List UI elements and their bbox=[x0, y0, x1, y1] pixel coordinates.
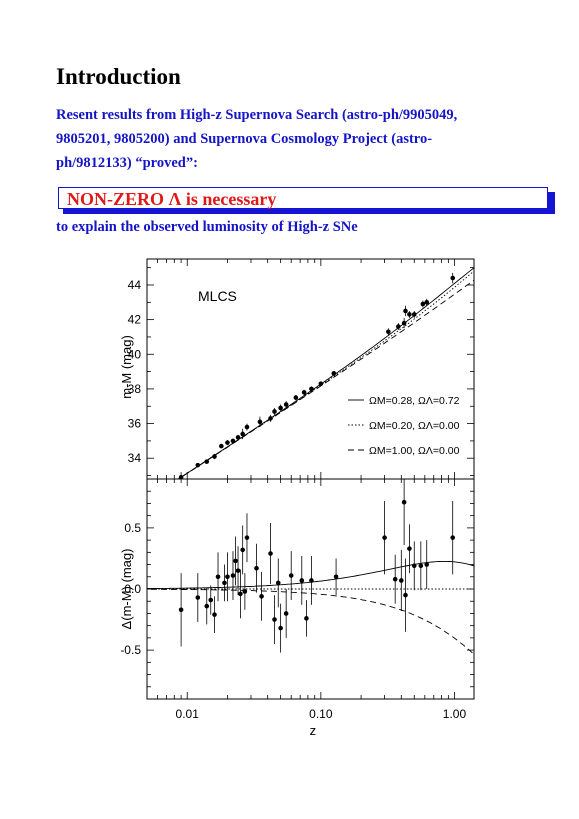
residual-data-point bbox=[178, 607, 184, 613]
sn-data-point bbox=[309, 386, 314, 392]
sn-data-point bbox=[235, 435, 241, 440]
sn-data-point bbox=[204, 459, 210, 464]
sn-data-point bbox=[424, 300, 430, 305]
y-tick-label: 0.0 bbox=[124, 582, 141, 596]
residual-data-point bbox=[392, 576, 398, 582]
x-tick-label: 0.10 bbox=[309, 707, 333, 721]
model-curve-flat-matter bbox=[177, 279, 474, 479]
residual-data-point bbox=[333, 574, 339, 580]
sn-data-point bbox=[396, 324, 401, 329]
sn-data-point bbox=[219, 443, 224, 449]
y-axis-label: Δ(m-M) (mag) bbox=[119, 549, 134, 630]
legend-label: ΩM=0.28, ΩΛ=0.72 bbox=[369, 395, 460, 407]
sn-data-point bbox=[257, 419, 263, 425]
residual-data-point bbox=[275, 580, 281, 586]
residual-data-point bbox=[242, 589, 248, 594]
model-curve-lambda-residual bbox=[147, 560, 474, 589]
sn-data-point bbox=[240, 431, 245, 437]
residual-data-point bbox=[278, 625, 283, 631]
sn-data-point bbox=[230, 438, 236, 444]
callout-box: NON-ZERO Λ is necessary bbox=[58, 187, 555, 215]
y-tick-label: 42 bbox=[128, 313, 142, 327]
sn-data-point bbox=[244, 424, 250, 430]
residual-data-point bbox=[288, 573, 294, 578]
x-tick-label: 0.01 bbox=[176, 707, 200, 721]
x-axis-label: z bbox=[310, 723, 317, 738]
sn-data-point bbox=[420, 301, 426, 307]
residual-data-point bbox=[244, 535, 250, 540]
residual-data-point bbox=[309, 578, 314, 583]
residual-data-point bbox=[233, 558, 238, 564]
sn-data-point bbox=[195, 462, 201, 468]
residual-data-point bbox=[304, 616, 309, 621]
page-heading: Introduction bbox=[56, 64, 181, 89]
sn-data-point bbox=[212, 454, 217, 459]
y-tick-label: 34 bbox=[128, 451, 142, 465]
residual-data-point bbox=[212, 612, 217, 617]
callout-continuation: to explain the observed luminosity of Hi… bbox=[56, 219, 358, 235]
sn-data-point bbox=[403, 308, 408, 314]
y-axis-label: m-M (mag) bbox=[119, 335, 134, 399]
residual-data-point bbox=[418, 563, 424, 569]
residual-data-point bbox=[259, 594, 264, 599]
residual-data-point bbox=[215, 574, 221, 580]
sn-data-point bbox=[331, 371, 337, 376]
top-panel: 34 36 38 40 42 44 m-M (mag) MLCS ΩM=0.28, ΩΛ=0.7… bbox=[119, 258, 475, 480]
bottom-panel: 0.01 0.10 1.00 z -0.5 0.0 0.5 Δ(m-M) (mag) bbox=[119, 478, 475, 738]
sn-data-point bbox=[401, 320, 407, 326]
residual-data-point bbox=[268, 551, 273, 556]
residual-data-point bbox=[450, 535, 456, 540]
sn-data-point bbox=[450, 275, 456, 281]
sn-data-point bbox=[272, 409, 277, 414]
legend-label: ΩM=1.00, ΩΛ=0.00 bbox=[369, 445, 460, 457]
callout-text: NON-ZERO Λ is necessary bbox=[67, 189, 277, 209]
residual-data-point bbox=[222, 580, 227, 586]
mlcs-annotation: MLCS bbox=[198, 288, 237, 304]
sn-data-point bbox=[268, 416, 273, 421]
sn-data-point bbox=[386, 329, 391, 335]
residual-data-point bbox=[401, 499, 407, 505]
residual-data-point bbox=[403, 592, 408, 598]
sn-data-point bbox=[283, 402, 289, 407]
residual-data-point bbox=[225, 574, 230, 580]
intro-paragraph: Resent results from High-z Supernova Sea… bbox=[56, 107, 458, 171]
residual-data-point bbox=[398, 578, 404, 583]
x-tick-label: 1.00 bbox=[443, 707, 467, 721]
residual-data-point bbox=[238, 591, 243, 597]
residual-data-point bbox=[299, 578, 305, 583]
residual-data-point bbox=[272, 617, 277, 622]
residual-data-point bbox=[254, 565, 259, 571]
sn-data-point bbox=[411, 312, 417, 317]
residual-data-point bbox=[240, 547, 245, 553]
y-tick-label: 0.5 bbox=[124, 521, 141, 535]
residual-data-point bbox=[208, 597, 214, 603]
sn-data-point bbox=[301, 390, 307, 395]
model-curve-flat-matter-residual bbox=[147, 588, 474, 655]
residual-data-point bbox=[195, 595, 201, 600]
y-tick-label: 38 bbox=[128, 382, 142, 396]
residual-data-point bbox=[230, 573, 236, 578]
residual-data-point bbox=[407, 546, 412, 551]
residual-data-point bbox=[283, 611, 289, 616]
y-tick-label: 36 bbox=[128, 417, 142, 431]
sn-data-point bbox=[225, 440, 230, 445]
residual-data-point bbox=[382, 535, 387, 540]
y-tick-label: -0.5 bbox=[120, 643, 141, 657]
sn-data-point bbox=[318, 381, 324, 387]
sn-data-point bbox=[293, 395, 299, 400]
residual-data-point bbox=[411, 563, 417, 569]
residual-data-point bbox=[235, 568, 241, 573]
residual-data-point bbox=[204, 603, 210, 609]
callout-frame: NON-ZERO Λ is necessary bbox=[58, 187, 548, 209]
sn-data-point bbox=[278, 405, 283, 411]
y-tick-label: 44 bbox=[128, 278, 142, 292]
residual-data-point bbox=[424, 562, 430, 567]
legend-label: ΩM=0.20, ΩΛ=0.00 bbox=[369, 420, 460, 432]
sn-data-point bbox=[178, 474, 184, 479]
sn-data-point bbox=[407, 312, 412, 317]
y-tick-label: 40 bbox=[128, 347, 142, 361]
